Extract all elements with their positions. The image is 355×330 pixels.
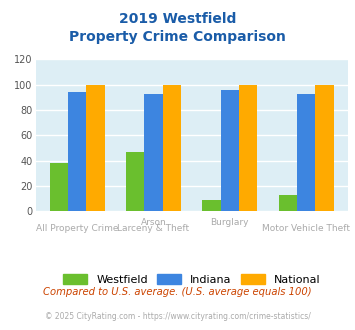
Bar	[279, 195, 297, 211]
Bar	[221, 90, 239, 211]
Bar	[126, 152, 144, 211]
Text: 2019 Westfield: 2019 Westfield	[119, 12, 236, 25]
Legend: Westfield, Indiana, National: Westfield, Indiana, National	[63, 275, 321, 285]
Text: All Property Crime: All Property Crime	[36, 224, 119, 233]
Bar	[297, 94, 315, 211]
Text: Larceny & Theft: Larceny & Theft	[118, 224, 190, 233]
Bar	[239, 85, 257, 211]
Bar	[68, 92, 86, 211]
Text: Compared to U.S. average. (U.S. average equals 100): Compared to U.S. average. (U.S. average …	[43, 287, 312, 297]
Text: Property Crime Comparison: Property Crime Comparison	[69, 30, 286, 44]
Text: Motor Vehicle Theft: Motor Vehicle Theft	[262, 224, 350, 233]
Bar	[86, 85, 105, 211]
Text: © 2025 CityRating.com - https://www.cityrating.com/crime-statistics/: © 2025 CityRating.com - https://www.city…	[45, 312, 310, 321]
Bar	[202, 200, 221, 211]
Bar	[144, 94, 163, 211]
Bar	[163, 85, 181, 211]
Bar	[50, 163, 68, 211]
Text: Burglary: Burglary	[211, 218, 249, 227]
Text: Arson: Arson	[141, 218, 166, 227]
Bar	[315, 85, 334, 211]
